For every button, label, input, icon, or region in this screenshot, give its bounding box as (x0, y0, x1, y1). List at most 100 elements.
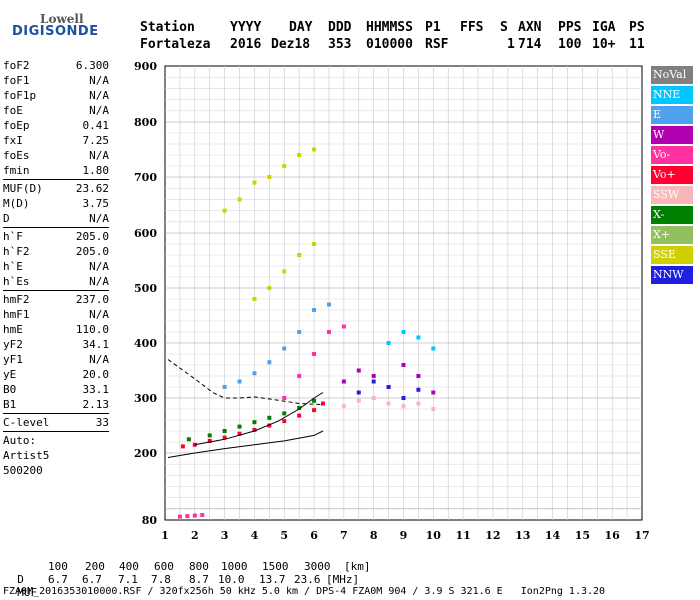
echo-point (237, 379, 242, 384)
header-value: 714 (518, 37, 542, 52)
echo-point (267, 175, 272, 179)
echo-point (282, 419, 287, 424)
echo-point (356, 368, 361, 373)
echo-trace (222, 302, 331, 389)
profile-curve-solid (167, 430, 324, 458)
profile-curves (167, 359, 324, 458)
x-tick-label: 6 (310, 529, 318, 542)
distance-value: 200 (85, 560, 105, 573)
param-name: foF1p (3, 89, 37, 102)
header-label: PPS (558, 20, 582, 35)
x-tick-label: 1 (161, 529, 169, 542)
legend-entry: W (651, 126, 693, 144)
logo-digisonde: DIGISONDE (12, 24, 99, 39)
echo-point (282, 396, 287, 400)
param-row: B1 2.13 (3, 397, 109, 412)
param-row: foEp 0.41 (3, 118, 109, 133)
echo-point (386, 385, 391, 389)
echo-trace (341, 396, 436, 411)
header-value: 353 (328, 37, 352, 52)
echo-point (371, 374, 376, 378)
muf-unit: [MHz] (326, 573, 360, 586)
header-value: 1 (507, 37, 515, 52)
x-tick-label: 10 (426, 529, 442, 542)
echo-trace (282, 324, 346, 400)
distance-value: 1000 (221, 560, 248, 573)
echo-point (401, 396, 406, 400)
param-value: N/A (89, 89, 109, 102)
echo-point (297, 253, 302, 257)
param-name: foE (3, 104, 23, 117)
param-divider (3, 290, 109, 291)
param-value: N/A (89, 308, 109, 321)
param-row: h`F 205.0 (3, 229, 109, 244)
param-value: 2.13 (82, 398, 110, 411)
param-value: 6.300 (75, 59, 109, 72)
param-row: fmin 1.80 (3, 163, 109, 178)
echo-point (222, 429, 227, 433)
echo-point (185, 514, 190, 519)
param-name: fmin (3, 164, 30, 177)
param-name: B0 (3, 383, 17, 396)
param-name: foEp (3, 119, 30, 132)
echo-point (312, 398, 317, 403)
y-tick-label: 80 (142, 514, 158, 527)
echo-point (431, 346, 436, 351)
echo-point (386, 401, 391, 406)
echo-point (326, 330, 331, 334)
header-label: Station (140, 20, 195, 35)
echo-point (267, 360, 272, 365)
echo-point (326, 302, 331, 307)
axis-tick-labels: 1 2 3 4 5 6 7 8 9 10 11 12 13 14 15 16 17802003004005006… (134, 60, 650, 542)
param-value: 23.62 (75, 182, 109, 195)
param-value: 205.0 (75, 245, 109, 258)
logo-lowell: Lowell (40, 12, 84, 26)
echo-point (416, 387, 421, 392)
echo-trace (222, 147, 317, 213)
echo-point (356, 398, 361, 403)
param-value: 20.0 (82, 368, 110, 381)
echo-point (416, 335, 421, 340)
echo-point (282, 269, 287, 274)
y-tick-label: 700 (134, 171, 157, 184)
echo-point (207, 433, 212, 438)
param-name: hmF2 (3, 293, 30, 306)
echo-point (297, 330, 302, 334)
param-row: hmF1 N/A (3, 307, 109, 322)
echo-point (341, 324, 346, 329)
direction-legend: NoVal NNE E W Vo- Vo+ SSW X- X+ SSE NNW (651, 66, 693, 286)
param-name: h`Es (3, 275, 30, 288)
param-value: 1.80 (82, 164, 110, 177)
header-label: HHMMSS (366, 20, 413, 35)
distance-value: 400 (119, 560, 139, 573)
echo-point (371, 396, 376, 400)
param-row: h`E N/A (3, 259, 109, 274)
legend-entry: X+ (651, 226, 693, 244)
echo-point (267, 415, 272, 420)
param-value: N/A (89, 275, 109, 288)
param-value: N/A (89, 104, 109, 117)
distance-unit: [km] (344, 560, 371, 573)
muf-value: 13.7 (259, 573, 286, 586)
echo-point (237, 431, 242, 436)
param-row: h`Es N/A (3, 274, 109, 289)
echo-traces (177, 147, 436, 519)
x-tick-label: 5 (280, 529, 288, 542)
x-tick-label: 15 (575, 529, 590, 542)
param-name: fxI (3, 134, 23, 147)
header-value: 100 (558, 37, 582, 52)
muf-row: MUF (4, 573, 37, 599)
muf-value: 6.7 (82, 573, 102, 586)
muf-value: 7.1 (118, 573, 138, 586)
echo-point (297, 405, 302, 410)
echo-point (386, 341, 391, 345)
echo-point (312, 242, 317, 246)
header-label: P1 (425, 20, 441, 35)
param-name: hmF1 (3, 308, 30, 321)
echo-point (312, 147, 317, 152)
param-row: hmE 110.0 (3, 322, 109, 337)
param-value: 237.0 (75, 293, 109, 306)
param-row: foF1 N/A (3, 73, 109, 88)
muf-value: 6.7 (48, 573, 68, 586)
param-divider (3, 413, 109, 414)
